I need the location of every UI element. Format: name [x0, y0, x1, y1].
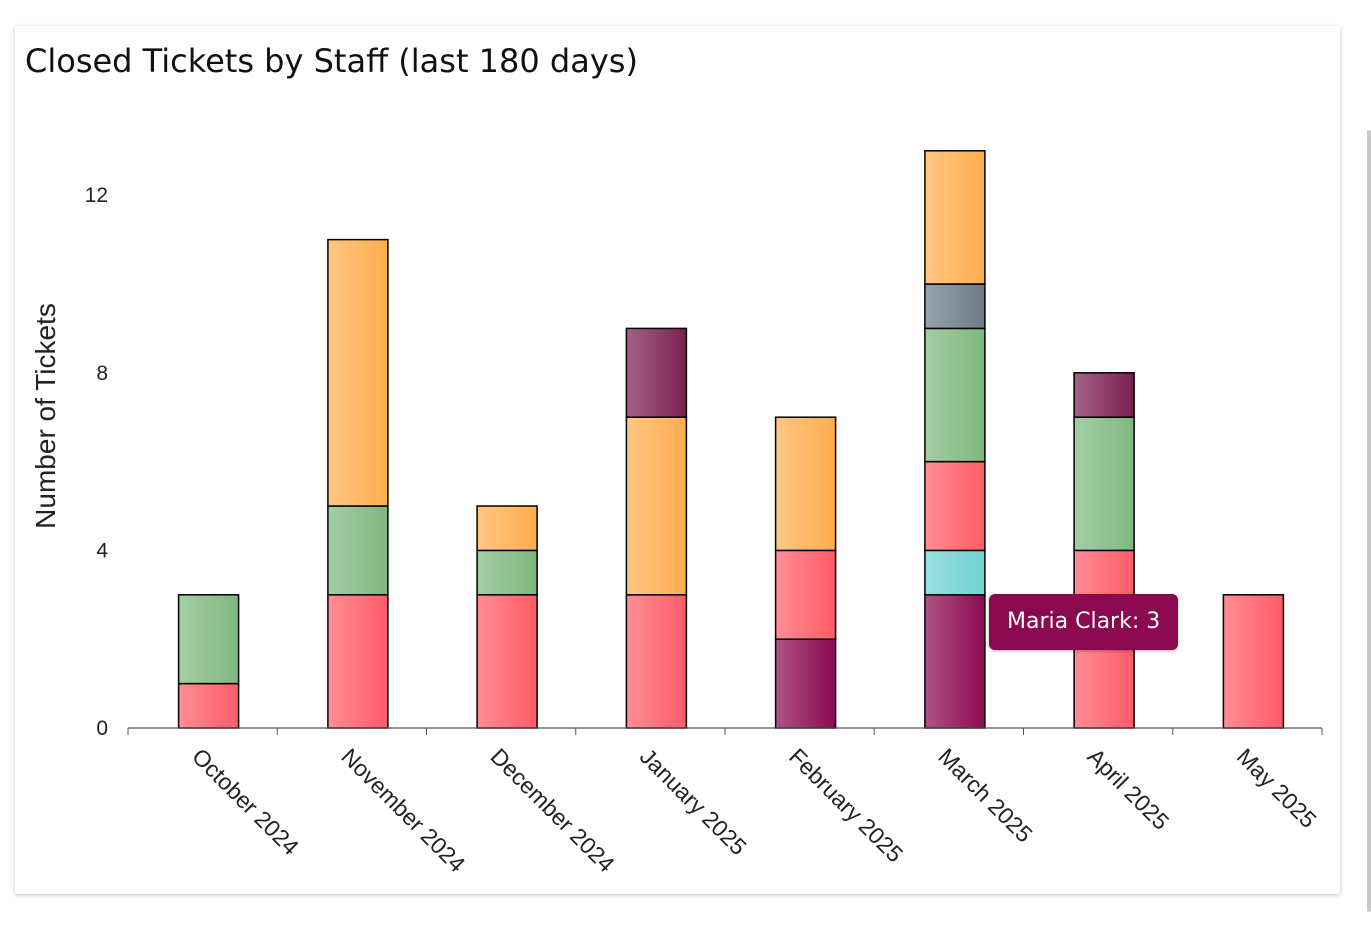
page-scrollbar[interactable] — [1367, 130, 1371, 912]
x-tick-label: November 2024 — [336, 743, 470, 877]
bar-segment[interactable] — [476, 505, 538, 552]
y-tick-label: 0 — [96, 717, 108, 740]
bar-segment[interactable] — [327, 505, 389, 596]
x-tick-label: May 2025 — [1232, 743, 1322, 833]
bar-segment[interactable] — [1222, 594, 1285, 729]
bar-segment[interactable] — [177, 594, 240, 685]
bar-segment[interactable] — [924, 460, 986, 552]
bar-segment[interactable] — [924, 594, 986, 729]
chart-tooltip: Maria Clark: 3 — [989, 594, 1179, 650]
y-axis-title: Number of Tickets — [30, 303, 61, 529]
x-tick-label: January 2025 — [635, 743, 752, 860]
bar-segment[interactable] — [1073, 416, 1135, 552]
x-tick-label: December 2024 — [486, 743, 620, 877]
bar-segment[interactable] — [625, 594, 688, 729]
bar-segment[interactable] — [924, 283, 986, 330]
bar-segment[interactable] — [476, 594, 538, 729]
bar-segment[interactable] — [774, 638, 837, 729]
y-tick-label: 8 — [96, 362, 108, 385]
bar-segment[interactable] — [625, 327, 688, 418]
chart-card: Closed Tickets by Staff (last 180 days) … — [15, 26, 1340, 894]
x-tick-label: March 2025 — [933, 743, 1037, 847]
bar-segment[interactable] — [327, 594, 389, 729]
bar-segment[interactable] — [924, 150, 986, 285]
stacked-bar-chart: October 2024 November 2024 December 2024 Ja… — [30, 150, 1323, 877]
y-tick-label: 12 — [85, 184, 108, 207]
chart-title: Closed Tickets by Staff (last 180 days) — [25, 42, 638, 80]
x-tick-label: October 2024 — [187, 743, 304, 860]
bar-segment[interactable] — [476, 549, 538, 596]
bar-segment[interactable] — [327, 238, 389, 507]
bar-segment[interactable] — [774, 549, 837, 640]
bar-segment[interactable] — [625, 416, 688, 596]
bar-segment[interactable] — [1073, 372, 1135, 418]
bar-segment[interactable] — [774, 416, 837, 552]
y-tick-label: 4 — [96, 539, 108, 562]
bars-layer — [177, 150, 1285, 729]
bar-segment[interactable] — [924, 327, 986, 463]
bar-segment[interactable] — [924, 549, 986, 596]
x-tick-label: February 2025 — [784, 743, 908, 867]
bar-segment[interactable] — [177, 682, 240, 729]
x-tick-label: April 2025 — [1083, 743, 1175, 835]
